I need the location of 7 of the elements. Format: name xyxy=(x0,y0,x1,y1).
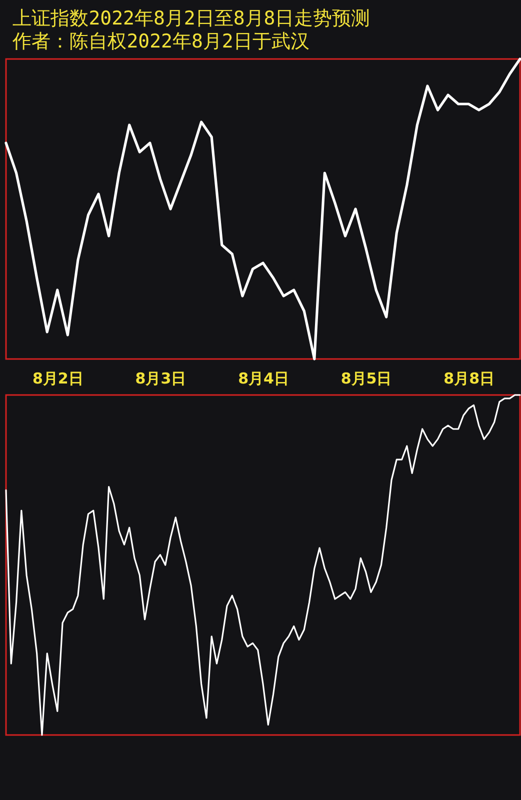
x-tick-label: 8月8日 xyxy=(444,370,495,388)
chart-subtitle: 作者：陈自权2022年8月2日于武汉 xyxy=(12,30,310,53)
chart-title: 上证指数2022年8月2日至8月8日走势预测 xyxy=(12,8,370,30)
x-tick-label: 8月3日 xyxy=(135,370,186,388)
x-tick-label: 8月2日 xyxy=(32,370,84,388)
x-tick-label: 8月5日 xyxy=(340,370,392,388)
x-tick-label: 8月4日 xyxy=(238,370,289,388)
